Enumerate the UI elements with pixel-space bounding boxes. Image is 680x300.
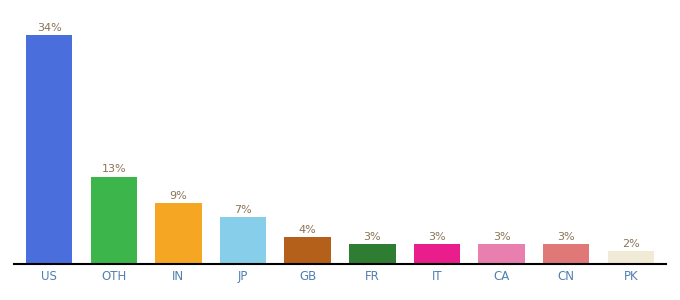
Text: 34%: 34%: [37, 23, 61, 33]
Text: 3%: 3%: [428, 232, 446, 242]
Text: 9%: 9%: [169, 191, 187, 201]
Text: 3%: 3%: [364, 232, 381, 242]
Bar: [543, 244, 590, 264]
Bar: [284, 237, 331, 264]
Text: 3%: 3%: [558, 232, 575, 242]
Bar: [90, 176, 137, 264]
Text: 7%: 7%: [234, 205, 252, 215]
Text: 2%: 2%: [622, 238, 640, 248]
Text: 13%: 13%: [101, 164, 126, 175]
Bar: [478, 244, 525, 264]
Bar: [155, 203, 202, 264]
Bar: [349, 244, 396, 264]
Bar: [608, 250, 654, 264]
Text: 4%: 4%: [299, 225, 317, 235]
Bar: [220, 217, 267, 264]
Bar: [413, 244, 460, 264]
Text: 3%: 3%: [493, 232, 511, 242]
Bar: [26, 35, 72, 264]
